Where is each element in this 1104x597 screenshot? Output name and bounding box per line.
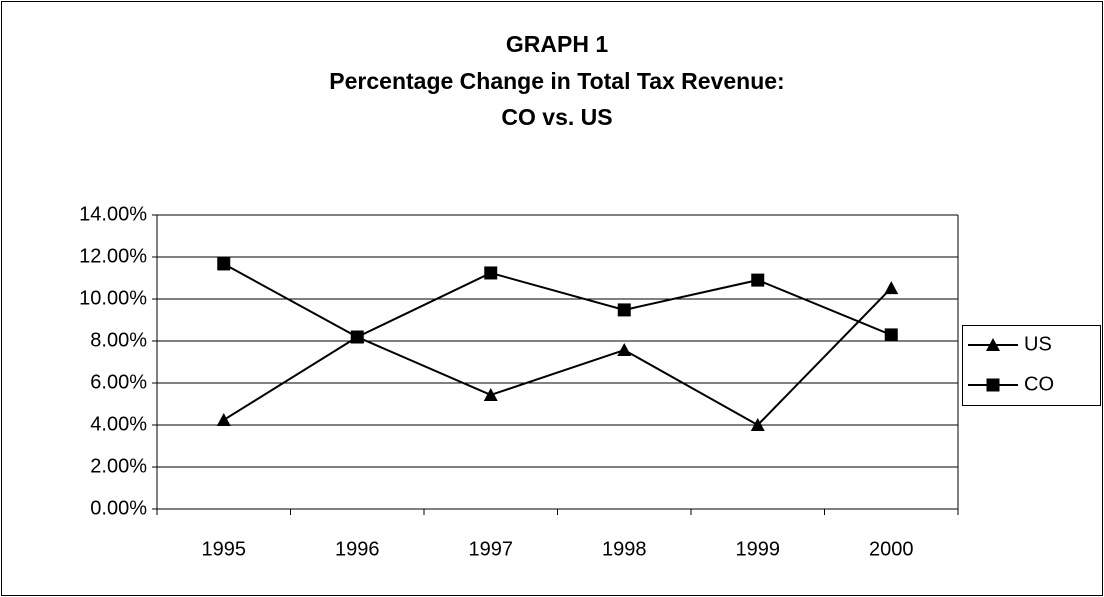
legend-marker [986, 378, 1000, 392]
series-line [223, 263, 892, 339]
point [484, 266, 498, 280]
point [483, 387, 498, 401]
chart-title: GRAPH 1 [506, 31, 608, 57]
x-tick-label: 1999 [736, 538, 781, 560]
point [751, 273, 765, 287]
x-tick-label: 1997 [469, 538, 514, 560]
point [617, 343, 632, 357]
point [217, 257, 231, 271]
point [750, 418, 765, 431]
point [884, 328, 898, 342]
chart-title: Percentage Change in Total Tax Revenue: [329, 68, 784, 94]
y-tick-label: 2.00% [90, 455, 147, 477]
y-tick-label: 8.00% [90, 329, 147, 351]
legend-label: US [1024, 333, 1052, 355]
point [216, 412, 231, 426]
y-tick-label: 4.00% [90, 413, 147, 435]
legend-label: CO [1024, 373, 1054, 395]
point [350, 330, 364, 344]
legend-marker [986, 338, 1000, 351]
point [884, 281, 899, 295]
y-tick-label: 14.00% [79, 203, 147, 225]
y-tick-label: 12.00% [79, 245, 147, 267]
y-tick-label: 10.00% [79, 287, 147, 309]
x-tick-label: 1996 [335, 538, 380, 560]
x-tick-label: 1995 [202, 538, 247, 560]
legend [962, 325, 1101, 406]
x-tick-label: 1998 [602, 538, 647, 560]
series-line [223, 287, 892, 427]
y-tick-label: 6.00% [90, 371, 147, 393]
point [617, 303, 631, 317]
y-tick-label: 0.00% [90, 497, 147, 519]
chart-title: CO vs. US [501, 104, 612, 130]
x-tick-label: 2000 [869, 538, 914, 560]
